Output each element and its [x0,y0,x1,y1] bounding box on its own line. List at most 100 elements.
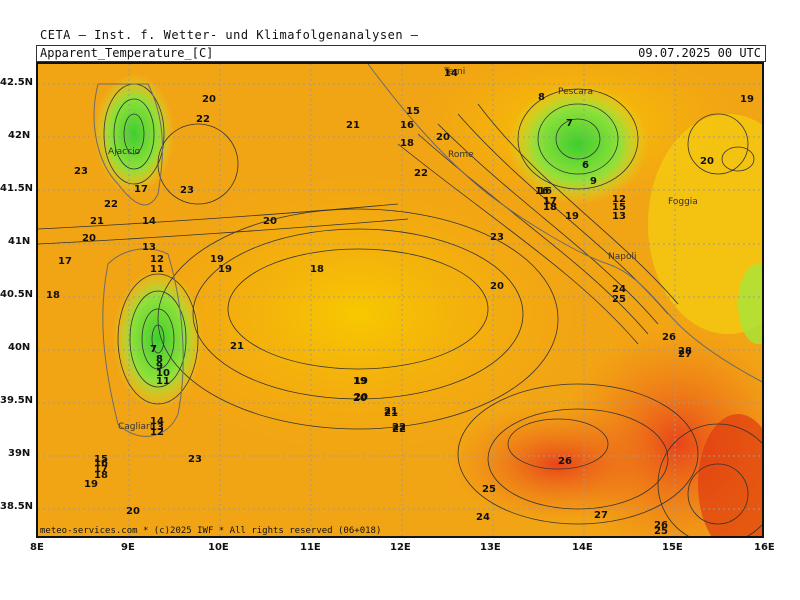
city-ajaccio: Ajaccio [108,147,141,157]
contours [38,83,762,536]
graticule [38,64,762,536]
contour-label: 15 [612,202,626,213]
contour-label: 18 [310,264,324,275]
city-cagliari: Cagliari [118,422,152,432]
contour-label: 22 [196,114,210,125]
contour-label: 28 [678,346,692,357]
contour-label: 13 [150,422,164,433]
contour-label: 26 [662,332,676,343]
contour-label: 22 [392,422,406,433]
contour-label: 23 [74,166,88,177]
contour-label: 17 [543,196,557,207]
contour-label: 21 [384,406,398,417]
lon-tick-16e: 16E [754,542,775,553]
map-title: CETA — Inst. f. Wetter- und Klimafolgena… [40,28,419,42]
contour-label: 9 [156,361,163,372]
contour-label: 12 [150,254,164,265]
contour-label: 8 [538,92,545,103]
city-pescara: Pescara [558,87,593,97]
contour-label: 7 [150,344,157,355]
city-terni: Terni [443,67,465,77]
contour-label: 20 [126,506,140,517]
contour-label: 20 [490,281,504,292]
contour-label: 8 [156,354,163,365]
contour-label: 12 [612,194,626,205]
contour-label: 22 [414,168,428,179]
lon-tick-9e: 9E [121,542,135,553]
contour-label: 17 [543,196,557,207]
city-napoli: Napoli [608,252,636,262]
lat-tick-42n: 42N [8,130,31,141]
lon-tick-13e: 13E [480,542,501,553]
contour-label: 21 [346,120,360,131]
lat-tick-38-5n: 38.5N [0,501,34,512]
east-yellow-area [648,114,762,334]
contour-label: 24 [476,512,490,523]
city-foggia: Foggia [668,197,698,207]
contour-label: 23 [188,454,202,465]
contour-label: 18 [543,202,557,213]
contour-label: 20 [82,233,96,244]
contour-label: 18 [94,470,108,481]
contour-label: 17 [94,464,108,475]
contour-label: 25 [654,526,668,537]
contour-label: 19 [218,264,232,275]
contour-label: 22 [104,199,118,210]
contour-label: 14 [444,68,458,79]
lon-tick-14e: 14E [572,542,593,553]
contour-label: 13 [612,211,626,222]
info-bar: Apparent_Temperature_[C] 09.07.2025 00 U… [36,45,766,62]
south-hot-area [448,404,668,524]
lon-tick-15e: 15E [662,542,683,553]
lon-tick-12e: 12E [390,542,411,553]
contour-label: 24 [612,284,626,295]
lat-tick-40-5n: 40.5N [0,289,34,300]
sardinia-cool-area [113,269,203,409]
contour-label: 21 [90,216,104,227]
map-canvas: Terni Pescara Ajaccio Rome Foggia Napoli… [38,64,762,537]
contour-value-labels: 14 8 19 20 22 21 15 16 18 20 7 6 20 23 1… [46,68,754,537]
contour-label: 25 [482,484,496,495]
corsica-cool-area [94,74,174,194]
lon-tick-8e: 8E [30,542,44,553]
contour-label: 22 [392,424,406,435]
lat-tick-39n: 39N [8,448,31,459]
contour-label: 20 [436,132,450,143]
contour-label: 20 [354,392,368,403]
contour-label: 9 [590,176,597,187]
contour-label: 10 [156,368,170,379]
contour-label: 26 [654,520,668,531]
lon-tick-10e: 10E [208,542,229,553]
contour-label: 11 [156,376,170,387]
contour-label: 11 [150,264,164,275]
contour-label: 12 [150,427,164,438]
weather-map: Terni Pescara Ajaccio Rome Foggia Napoli… [36,62,764,538]
contour-label: 18 [543,202,557,213]
contour-label: 27 [678,349,692,360]
copyright-credit: meteo-services.com * (c)2025 IWF * All r… [40,526,382,536]
lat-tick-41n: 41N [8,236,31,247]
contour-label: 16 [94,458,108,469]
contour-label: 18 [46,290,60,301]
contour-label: 23 [490,232,504,243]
contour-label: 15 [406,106,420,117]
contour-label: 19 [354,376,368,387]
contour-label: 15 [94,454,108,465]
contour-label: 14 [150,416,164,427]
contour-label: 18 [400,138,414,149]
contour-label: 20 [202,94,216,105]
east-cool-area [738,264,762,344]
contour-label: 19 [84,479,98,490]
contour-label: 16 [538,186,552,197]
contour-label: 17 [134,184,148,195]
contour-label: 16 [535,186,549,197]
contour-label: 26 [558,456,572,467]
contour-label: 20 [700,156,714,167]
contour-label: 19 [740,94,754,105]
timestamp-label: 09.07.2025 00 UTC [638,46,761,60]
lon-tick-11e: 11E [300,542,321,553]
abruzzo-cool-area [508,84,648,204]
contour-label: 14 [142,216,156,227]
lat-tick-39-5n: 39.5N [0,395,34,406]
contour-label: 27 [594,510,608,521]
